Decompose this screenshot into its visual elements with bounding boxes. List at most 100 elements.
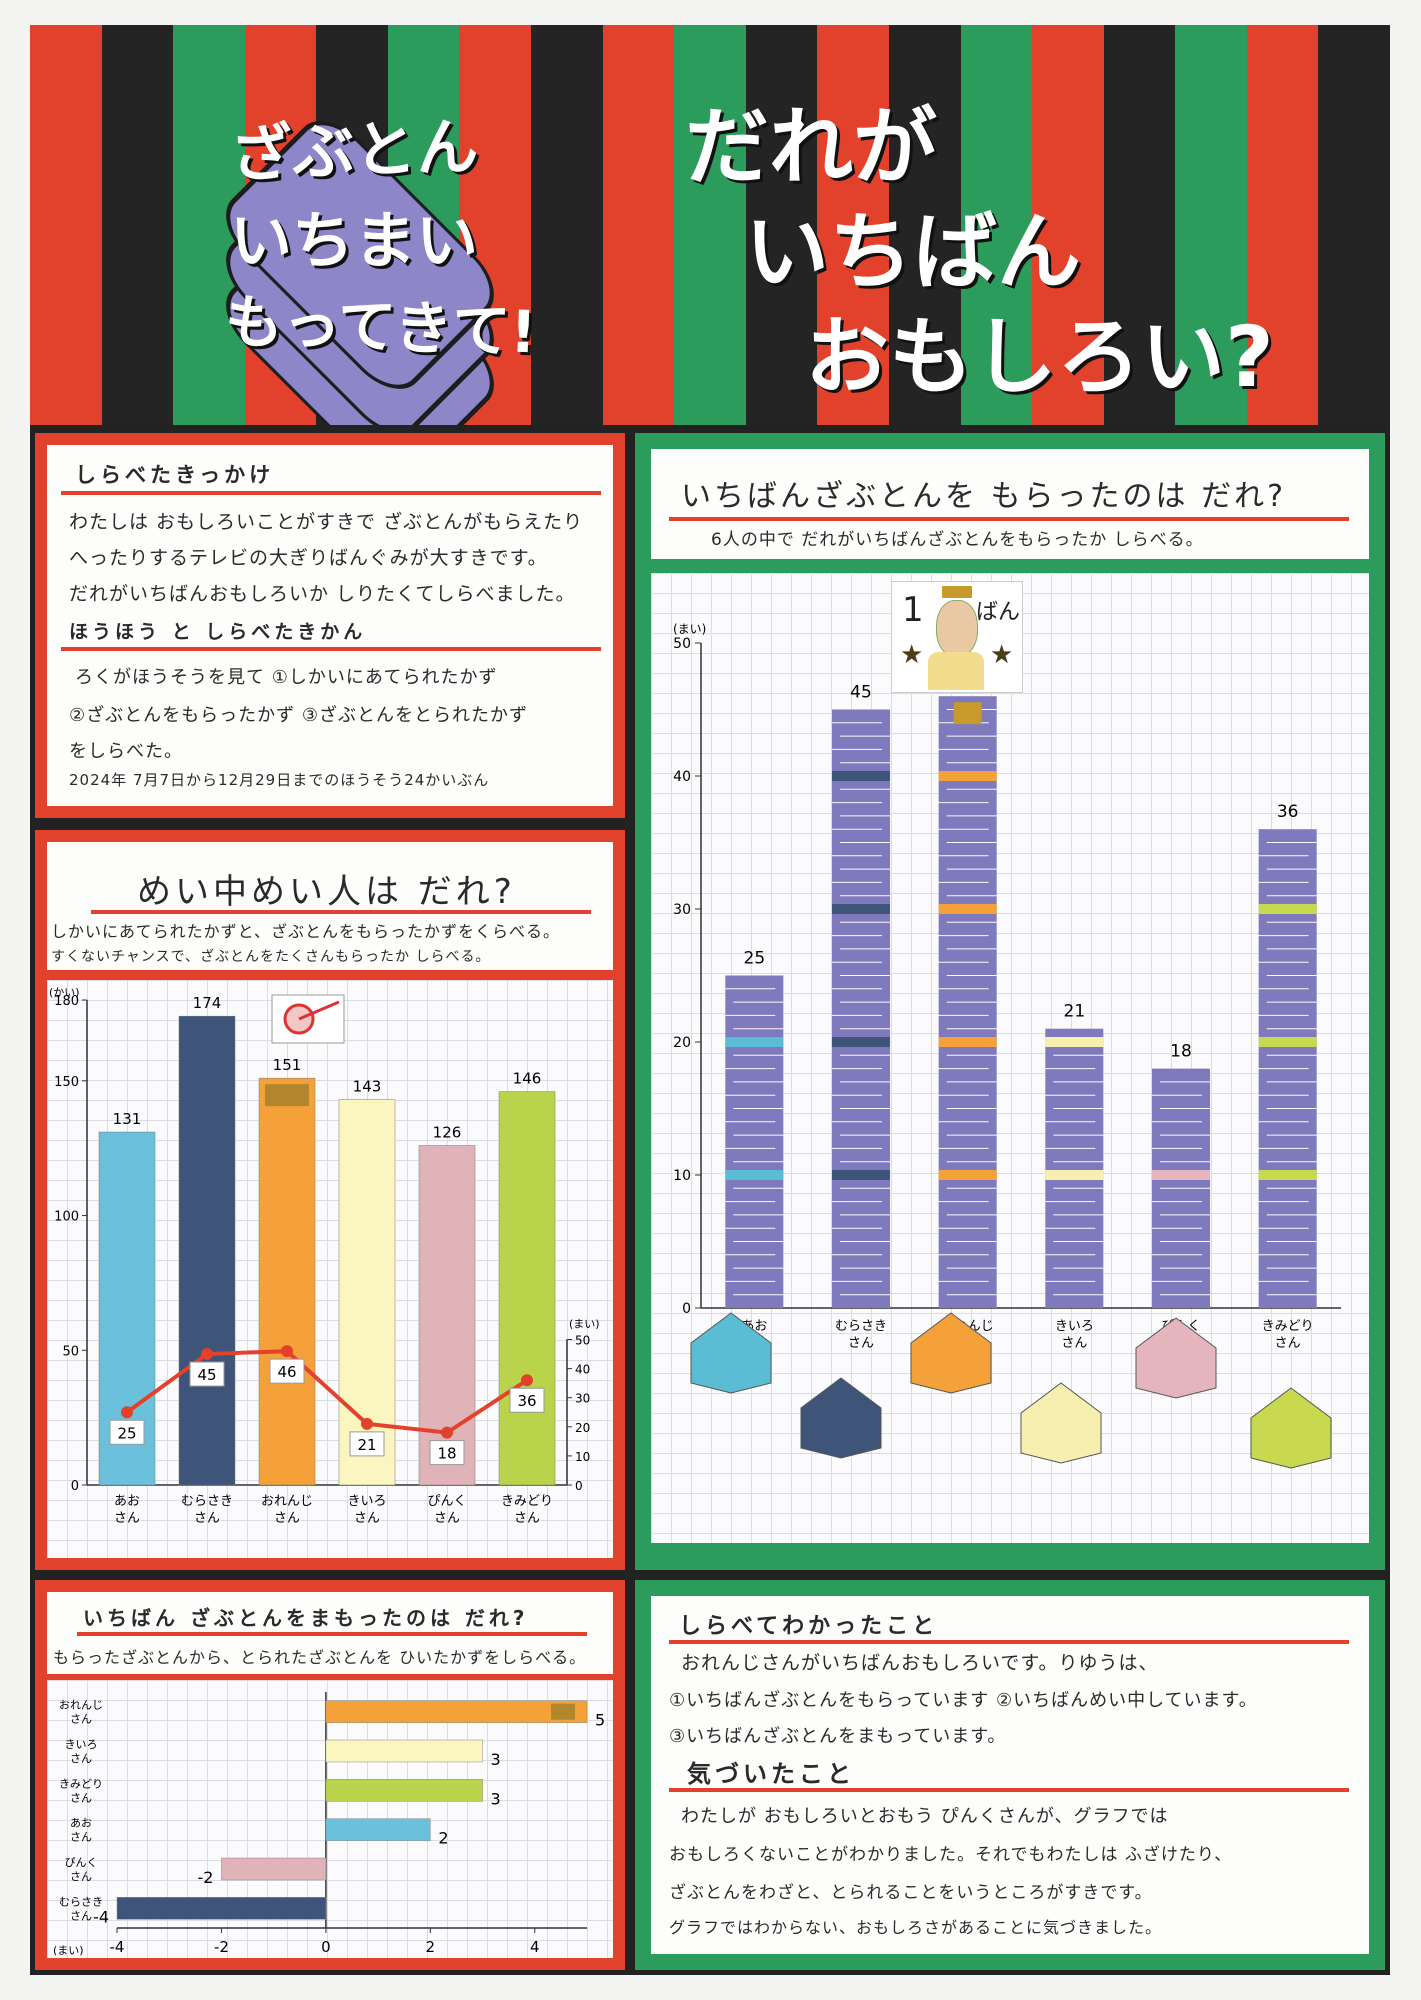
mamotta-x-tick-label: -2 — [214, 1938, 229, 1956]
right-title-line-2: いちばん — [745, 203, 1082, 301]
meichu-line-label-box — [349, 1431, 385, 1457]
meichu-bar — [498, 1091, 556, 1486]
main-category-label: さん — [848, 1336, 874, 1351]
meichu-y-tick-label: 0 — [71, 1479, 79, 1494]
mamotta-chart-paper: (まい) -4 -2 0 2 4 5 おれんじ さん 3 きいろ さん 3 きみどり さん 2 あお さん -2 ぴん… — [47, 1680, 613, 1958]
mamotta-bar — [325, 1818, 431, 1841]
main-bar — [725, 975, 784, 1308]
mamotta-category-label: さん — [70, 1713, 92, 1726]
meichu-category-label: さん — [354, 1511, 380, 1526]
origami-zabuton-icon — [690, 1312, 772, 1394]
wakatta-underline — [669, 1640, 1349, 1644]
method-line-3: をしらべた。 — [69, 741, 183, 762]
mamotta-bar-value-label: -4 — [93, 1907, 109, 1926]
meichu-bar-value-label: 131 — [113, 1110, 142, 1128]
meichu-bar-value-label: 174 — [193, 994, 222, 1012]
mamotta-bar — [221, 1857, 327, 1881]
header-stripe — [1318, 25, 1390, 425]
meichu-line-label-box — [269, 1358, 305, 1384]
mamotta-category-label: きいろ — [65, 1738, 98, 1751]
kikkake-line-1: わたしは おもしろいことがすきで ざぶとんがもらえたり — [69, 511, 584, 533]
mamotta-header-paper: いちばん ざぶとんをまもったのは だれ? もらったざぶとんから、とられたざぶとん… — [47, 1592, 613, 1674]
meichu-bar — [258, 1077, 316, 1486]
main-bar-band — [832, 1170, 890, 1180]
wakatta-line-1: おれんじさんがいちばんおもしろいです。りゆうは、 — [681, 1652, 1159, 1674]
first-place-badge: 1 ばん ★ ★ — [891, 581, 1023, 693]
kikkake-heading: しらべたきっかけ — [75, 463, 275, 487]
kizuita-line-3: ざぶとんをわざと、とられることをいうところがすきです。 — [669, 1883, 1153, 1903]
meichu-bar — [178, 1015, 236, 1486]
mamotta-category-label: さん — [70, 1752, 92, 1765]
mamotta-bar-value-label: 3 — [491, 1750, 501, 1769]
mamotta-bar — [325, 1700, 588, 1723]
mamotta-category-label: きみどり — [59, 1777, 103, 1790]
meichu-line-point — [361, 1417, 373, 1430]
mamotta-x-unit: (まい) — [53, 1944, 84, 1957]
meichu-bar-value-label: 151 — [273, 1056, 302, 1074]
main-category-label: さん — [1275, 1336, 1301, 1351]
kikkake-paper: しらべたきっかけ わたしは おもしろいことがすきで ざぶとんがもらえたり へった… — [47, 445, 613, 806]
mamotta-bar-value-label: 2 — [438, 1829, 448, 1848]
mamotta-sub: もらったざぶとんから、とられたざぶとんを ひいたかずをしらべる。 — [53, 1648, 587, 1667]
main-bar-value-label: 36 — [1277, 802, 1299, 822]
meichu-right-tick-label: 40 — [575, 1363, 590, 1377]
main-bar-band — [938, 904, 997, 914]
mamotta-category-label: おれんじ — [59, 1699, 103, 1712]
main-chart-underline — [669, 517, 1349, 521]
meichu-line-point — [201, 1348, 213, 1361]
wakatta-heading: しらべてわかったこと — [679, 1614, 939, 1639]
main-bar-band — [1258, 904, 1317, 914]
star-icon-left: ★ — [900, 640, 924, 670]
meichu-category-label: さん — [274, 1511, 300, 1526]
main-bar-band — [938, 771, 997, 781]
origami-zabuton-icon — [910, 1312, 992, 1394]
mamotta-category-label: さん — [70, 1909, 92, 1922]
meichu-right-unit: (まい) — [569, 1318, 600, 1331]
meichu-line-value-label: 18 — [437, 1445, 456, 1463]
kizuita-underline — [669, 1788, 1349, 1792]
main-chart-header-paper: いちばんざぶとんを もらったのは だれ? 6人の中で だれがいちばんざぶとんをも… — [651, 449, 1369, 559]
badge-text: ばん — [976, 600, 1021, 625]
kizuita-line-2: おもしろくないことがわかりました。それでもわたしは ふざけたり、 — [669, 1845, 1233, 1865]
meichu-line-value-label: 21 — [357, 1436, 376, 1454]
main-chart: (まい)0102030405025あおさん45むらさきさん46おれんじさん21き… — [673, 622, 1341, 1469]
crown-icon — [551, 1703, 575, 1720]
comedian-face-icon — [936, 600, 978, 657]
origami-zabuton-icon — [1250, 1387, 1332, 1469]
header-stripe — [960, 25, 1033, 425]
meichu-heading: めい中めい人は だれ? — [137, 872, 516, 912]
meichu-right-tick-label: 0 — [575, 1479, 583, 1493]
meichu-line-point — [441, 1426, 453, 1439]
main-chart-panel: いちばんざぶとんを もらったのは だれ? 6人の中で だれがいちばんざぶとんをも… — [635, 433, 1385, 1570]
left-title-line-1: ざぶとん — [228, 109, 480, 192]
header-stripe — [745, 25, 818, 425]
header-stripe — [674, 25, 746, 425]
wakatta-line-3: ③いちばんざぶとんをまもっています。 — [669, 1726, 1007, 1747]
meichu-y-tick-label: 50 — [62, 1344, 79, 1359]
meichu-category-label: きいろ — [347, 1494, 386, 1509]
meichu-line-value-label: 45 — [197, 1366, 216, 1384]
main-y-tick-label: 10 — [673, 1168, 691, 1184]
mamotta-bar-value-label: -2 — [197, 1868, 213, 1887]
meichu-category-label: むらさき — [181, 1494, 233, 1509]
mamotta-x-tick-label: -4 — [110, 1938, 125, 1956]
meichu-underline — [91, 910, 591, 914]
mamotta-bar — [116, 1897, 327, 1920]
origami-zabuton-icon — [1135, 1317, 1217, 1399]
poster: ざぶとん いちまい もってきて! だれが いちばん おもしろい? しらべたきっか… — [30, 25, 1390, 1975]
meichu-chart-paper: (かい) 0 50 100 150 180 (まい) 0 10 20 30 40 50 131 あお さん 17… — [47, 980, 613, 1558]
mamotta-category-label: あお — [70, 1817, 92, 1830]
main-category-label: きみどり — [1262, 1319, 1314, 1334]
meichu-bar-value-label: 146 — [513, 1070, 542, 1088]
meichu-line-label-box — [509, 1387, 545, 1413]
mamotta-x-tick-label: 2 — [426, 1938, 436, 1956]
meichu-header-paper: めい中めい人は だれ? しかいにあてられたかずと、ざぶとんをもらったかずをくらべ… — [47, 842, 613, 970]
meichu-line-label-box — [109, 1419, 145, 1445]
main-category-label: むらさき — [835, 1319, 887, 1334]
method-line-1: ろくがほうそうを見て ①しかいにあてられたかず — [75, 667, 498, 688]
header-stripe — [1175, 25, 1247, 425]
main-y-tick-label: 20 — [673, 1035, 691, 1051]
kikkake-underline — [61, 491, 601, 495]
mamotta-category-label: さん — [70, 1870, 92, 1883]
